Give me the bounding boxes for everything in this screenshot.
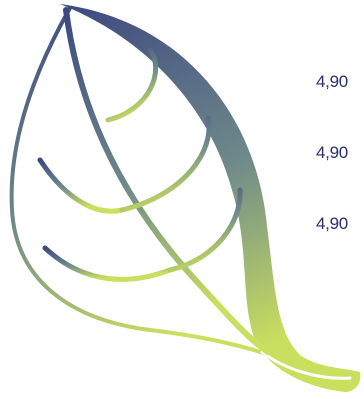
- price-list: 4,90 4,90 4,90: [316, 72, 348, 285]
- price-value: 4,90: [316, 72, 348, 91]
- price-item: 4,90: [316, 214, 348, 285]
- leaf-left-edge: [9, 6, 292, 364]
- leaf-vein-upper-left: [37, 157, 125, 214]
- leaf-vein-upper-right: [105, 47, 159, 123]
- leaf-vein-lower-right: [167, 187, 243, 273]
- price-value: 4,90: [316, 214, 348, 233]
- price-value: 4,90: [316, 143, 348, 162]
- price-item: 4,90: [316, 143, 348, 214]
- leaf-vein-lower-left: [42, 245, 173, 282]
- leaf-vein-middle-right: [119, 115, 212, 213]
- price-item: 4,90: [316, 72, 348, 143]
- leaf-stem-loop: [260, 350, 352, 380]
- leaf-midrib: [63, 7, 271, 355]
